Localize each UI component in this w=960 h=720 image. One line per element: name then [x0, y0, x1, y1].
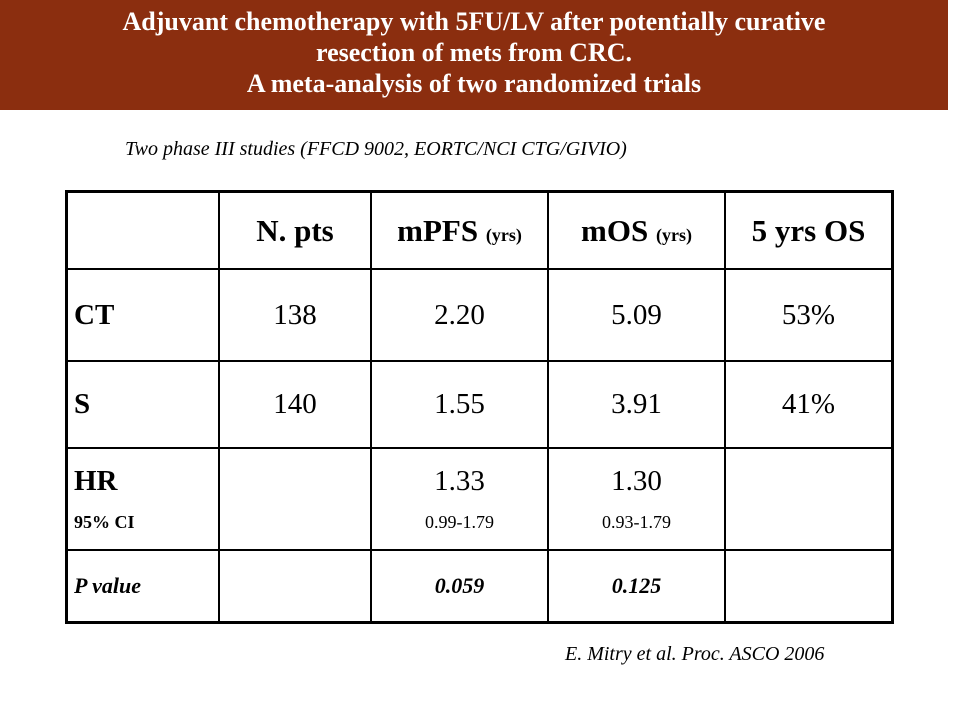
row-label: HR 95% CI: [65, 447, 220, 551]
column-title: 5 yrs OS: [751, 212, 866, 248]
table-cell: 0.125: [547, 549, 726, 624]
title-line: A meta-analysis of two randomized trials: [246, 69, 702, 98]
table-cell: [218, 447, 372, 551]
footnote: E. Mitry et al. Proc. ASCO 2006: [565, 643, 825, 665]
cell-value: 1.33: [434, 465, 485, 497]
table-cell: 1.30 0.93-1.79: [547, 447, 726, 551]
row-sublabel: 95% CI: [74, 512, 135, 532]
title-line: Adjuvant chemotherapy with 5FU/LV after …: [122, 7, 826, 36]
row-label: P value: [65, 549, 220, 624]
table-row: S 140 1.55 3.91 41%: [65, 360, 894, 449]
row-label: S: [65, 360, 220, 449]
header-row: N. pts mPFS (yrs) mOS (yrs) 5 yrs OS: [65, 190, 894, 270]
column-unit: (yrs): [655, 224, 692, 245]
cell-ci: 0.99-1.79: [425, 512, 494, 532]
cell-value: 138: [273, 298, 317, 331]
results-table: N. pts mPFS (yrs) mOS (yrs) 5 yrs OS CT 138 2.…: [65, 190, 894, 624]
table-cell: [724, 549, 894, 624]
column-title: N. pts: [256, 212, 334, 248]
column-header: mOS (yrs): [547, 190, 726, 270]
cell-ci: 0.93-1.79: [602, 512, 671, 532]
column-title: mOS: [581, 212, 649, 248]
cell-value: 1.55: [434, 388, 485, 420]
header: Adjuvant chemotherapy with 5FU/LV after …: [0, 0, 948, 110]
cell-value: 2.20: [434, 298, 485, 331]
table-cell: 2.20: [370, 268, 549, 362]
table-cell: 1.33 0.99-1.79: [370, 447, 549, 551]
table-cell: 5.09: [547, 268, 726, 362]
row-label-text: HR: [74, 465, 118, 497]
column-header: mPFS (yrs): [370, 190, 549, 270]
cell-value: 0.059: [434, 573, 485, 598]
table-cell: 53%: [724, 268, 894, 362]
table-cell: [724, 447, 894, 551]
table-cell: 41%: [724, 360, 894, 449]
cell-value: 140: [273, 388, 317, 420]
row-label-text: CT: [74, 298, 115, 331]
table-cell: 0.059: [370, 549, 549, 624]
table-cell: [218, 549, 372, 624]
column-header: N. pts: [218, 190, 372, 270]
title-line: resection of mets from CRC.: [316, 38, 632, 67]
table-cell: 3.91: [547, 360, 726, 449]
table-cell: 138: [218, 268, 372, 362]
table-row: CT 138 2.20 5.09 53%: [65, 268, 894, 362]
table-cell: 140: [218, 360, 372, 449]
cell-value: 1.30: [611, 465, 662, 497]
row-label-text: P value: [74, 573, 141, 598]
subtitle: Two phase III studies (FFCD 9002, EORTC/…: [125, 138, 627, 160]
column-header: 5 yrs OS: [724, 190, 894, 270]
cell-value: 41%: [781, 388, 836, 420]
cell-value: 53%: [781, 298, 836, 331]
table-row: HR 95% CI 1.33 0.99-1.79 1.30 0.93-1.79: [65, 447, 894, 551]
cell-value: 5.09: [611, 298, 662, 331]
column-unit: (yrs): [485, 224, 522, 245]
cell-value: 3.91: [611, 388, 662, 420]
corner-cell: [65, 190, 220, 270]
column-title: mPFS: [397, 212, 479, 248]
row-label: CT: [65, 268, 220, 362]
row-label-text: S: [74, 388, 91, 420]
table-cell: 1.55: [370, 360, 549, 449]
cell-value: 0.125: [611, 573, 662, 598]
table-row: P value 0.059 0.125: [65, 549, 894, 624]
